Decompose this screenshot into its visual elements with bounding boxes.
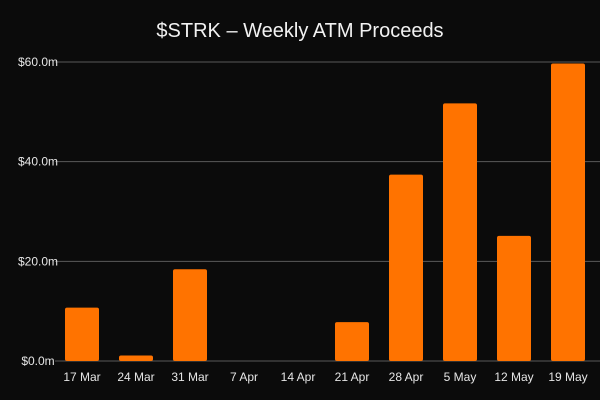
y-tick-label: $60.0m bbox=[18, 55, 58, 69]
y-tick-label: $0.0m bbox=[21, 354, 54, 368]
x-tick-label: 21 Apr bbox=[335, 370, 370, 384]
x-tick-label: 28 Apr bbox=[389, 370, 424, 384]
bars bbox=[65, 63, 585, 362]
y-tick-label: $20.0m bbox=[18, 254, 58, 268]
bar bbox=[119, 355, 153, 361]
chart-title: $STRK – Weekly ATM Proceeds bbox=[156, 20, 443, 42]
bar bbox=[335, 322, 369, 361]
bar bbox=[443, 103, 477, 361]
x-tick-label: 12 May bbox=[494, 370, 533, 384]
x-tick-label: 5 May bbox=[444, 370, 477, 384]
x-tick-label: 24 Mar bbox=[117, 370, 154, 384]
bar bbox=[389, 174, 423, 361]
bar bbox=[497, 235, 531, 361]
bar bbox=[551, 63, 585, 362]
x-tick-label: 14 Apr bbox=[281, 370, 316, 384]
bar bbox=[65, 307, 99, 361]
x-tick-label: 17 Mar bbox=[63, 370, 100, 384]
x-axis-ticks: 17 Mar 24 Mar 31 Mar 7 Apr 14 Apr 21 Apr 28 Ap… bbox=[63, 370, 587, 384]
y-tick-label: $40.0m bbox=[18, 155, 58, 169]
x-tick-label: 31 Mar bbox=[171, 370, 208, 384]
y-axis-ticks: $0.0m $20.0m $40.0m $60.0m bbox=[18, 55, 58, 368]
x-tick-label: 19 May bbox=[548, 370, 587, 384]
x-tick-label: 7 Apr bbox=[230, 370, 258, 384]
bar bbox=[173, 269, 207, 361]
